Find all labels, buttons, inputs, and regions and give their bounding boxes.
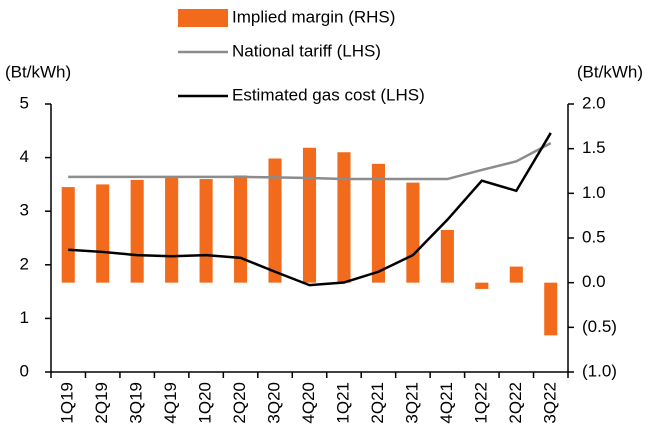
bar <box>337 152 351 283</box>
x-tick-label: 4Q20 <box>299 382 318 424</box>
x-tick-label: 2Q21 <box>368 382 387 424</box>
bar <box>234 175 248 283</box>
bar <box>440 229 454 283</box>
bar <box>475 282 489 289</box>
bar <box>61 187 75 283</box>
y-tick-label: 4 <box>20 147 29 166</box>
y2-tick-label: (0.5) <box>582 317 617 336</box>
x-tick-label: 2Q22 <box>506 382 525 424</box>
x-tick-label: 1Q19 <box>58 382 77 424</box>
line <box>68 132 552 287</box>
bar <box>130 179 144 283</box>
bar <box>268 158 282 283</box>
y2-tick-label: 2.0 <box>582 93 606 112</box>
x-tick-label: 3Q21 <box>402 382 421 424</box>
line <box>68 142 552 181</box>
bar <box>199 179 213 283</box>
legend-label: Implied margin (RHS) <box>232 7 395 26</box>
x-tick-label: 3Q19 <box>127 382 146 424</box>
x-tick-label: 2Q19 <box>92 382 111 424</box>
x-tick-label: 2Q20 <box>230 382 249 424</box>
y-axis-label: (Bt/kWh) <box>5 62 71 81</box>
bar <box>509 266 523 283</box>
y-tick-label: 5 <box>20 93 29 112</box>
x-tick-label: 1Q22 <box>471 382 490 424</box>
legend-swatch <box>178 9 228 27</box>
x-tick-label: 4Q21 <box>437 382 456 424</box>
y-tick-label: 2 <box>20 254 29 273</box>
y2-tick-label: 1.5 <box>582 138 606 157</box>
x-tick-label: 1Q21 <box>333 382 352 424</box>
y-tick-label: 1 <box>20 308 29 327</box>
y-tick-label: 3 <box>20 201 29 220</box>
x-tick-label: 1Q20 <box>196 382 215 424</box>
x-tick-label: 3Q20 <box>265 382 284 424</box>
bar <box>544 282 558 336</box>
x-tick-label: 3Q22 <box>540 382 559 424</box>
y2-tick-label: 0.5 <box>582 227 606 246</box>
bar <box>371 163 385 283</box>
x-tick-label: 4Q19 <box>161 382 180 424</box>
y-tick-label: 0 <box>20 361 29 380</box>
bar <box>302 147 317 283</box>
y2-tick-label: 0.0 <box>582 272 606 291</box>
y2-axis-label: (Bt/kWh) <box>577 62 643 81</box>
legend-label: Estimated gas cost (LHS) <box>232 85 425 104</box>
bar <box>406 182 420 283</box>
y2-tick-label: (1.0) <box>582 361 617 380</box>
bar <box>96 184 110 283</box>
bar <box>165 177 179 283</box>
legend-label: National tariff (LHS) <box>232 41 381 60</box>
y2-tick-label: 1.0 <box>582 183 606 202</box>
